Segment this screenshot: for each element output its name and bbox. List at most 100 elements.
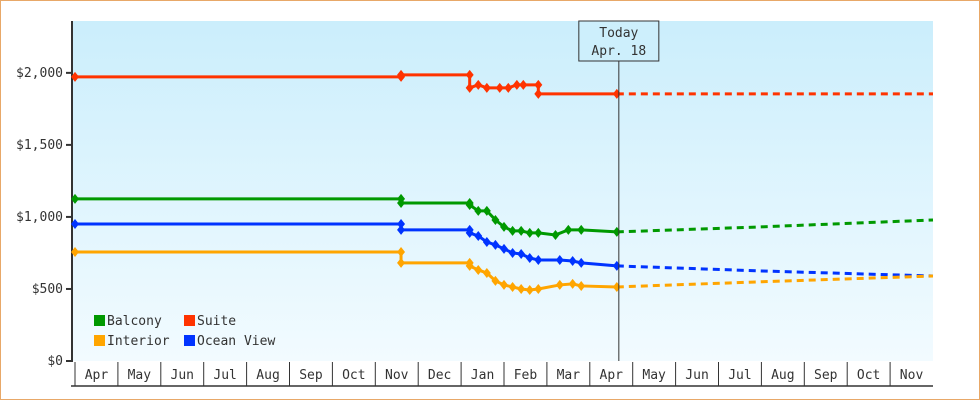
x-tick-label: Nov <box>900 368 924 383</box>
data-point <box>508 225 517 236</box>
data-point <box>525 252 534 263</box>
data-point <box>500 243 508 254</box>
data-point <box>568 278 577 289</box>
x-tick-label: Apr <box>85 368 109 383</box>
x-tick-label: May <box>128 368 152 383</box>
today-date: Apr. 18 <box>591 44 646 59</box>
data-point <box>397 246 406 257</box>
x-tick-label: Oct <box>857 368 880 383</box>
data-point <box>491 214 500 225</box>
legend-label: Ocean View <box>197 334 275 349</box>
x-tick-label: Oct <box>342 368 365 383</box>
legend-label: Suite <box>197 314 236 329</box>
data-point <box>508 281 517 292</box>
today-label: Today <box>599 26 638 41</box>
data-point <box>397 224 406 235</box>
data-point <box>465 199 474 210</box>
legend-swatch <box>94 335 105 346</box>
x-tick-label: Jan <box>471 368 494 383</box>
legend-label: Interior <box>107 334 170 349</box>
data-point <box>555 255 564 266</box>
data-point <box>465 69 474 80</box>
data-point <box>525 284 534 295</box>
data-point <box>465 227 474 238</box>
plot-area <box>73 21 933 361</box>
x-tick-label: Jul <box>213 368 236 383</box>
legend-item-ocean-view: Ocean View <box>184 334 275 349</box>
data-point <box>397 197 406 208</box>
x-tick-label: Nov <box>385 368 409 383</box>
data-point <box>482 267 491 278</box>
data-point <box>465 260 474 271</box>
y-tick-label: $2,000 <box>16 66 63 81</box>
data-point <box>491 275 500 286</box>
data-point <box>534 79 543 90</box>
legend-swatch <box>94 315 105 326</box>
legend-swatch <box>184 315 195 326</box>
data-point <box>71 193 79 204</box>
data-point <box>500 279 508 290</box>
x-tick-label: Jun <box>685 368 708 383</box>
data-point <box>555 279 564 290</box>
y-tick-label: $1,500 <box>16 138 63 153</box>
data-point <box>495 82 504 93</box>
data-point <box>534 255 543 266</box>
today-box <box>578 20 660 62</box>
data-point <box>534 283 543 294</box>
data-point <box>525 227 534 238</box>
legend-swatch <box>184 335 195 346</box>
x-tick-label: Jun <box>171 368 194 383</box>
x-tick-label: Aug <box>256 368 279 383</box>
x-tick-label: Mar <box>557 368 581 383</box>
legend-item-interior: Interior <box>94 334 170 349</box>
data-point <box>474 79 483 90</box>
data-point <box>517 225 526 236</box>
x-tick-label: Dec <box>428 368 451 383</box>
x-tick-label: Sep <box>299 368 323 383</box>
data-point <box>71 246 79 257</box>
data-point <box>577 224 586 235</box>
legend-item-suite: Suite <box>184 314 236 329</box>
data-point <box>482 205 491 216</box>
data-point <box>397 218 406 229</box>
data-point <box>474 264 483 275</box>
data-point <box>517 283 526 294</box>
x-tick-label: Apr <box>600 368 624 383</box>
data-point <box>504 82 513 93</box>
data-point <box>508 247 517 258</box>
data-point <box>397 69 406 80</box>
y-tick-label: $500 <box>32 282 63 297</box>
data-point <box>568 256 577 267</box>
forecast-line <box>616 218 934 234</box>
data-point <box>71 71 79 82</box>
x-tick-label: Jul <box>728 368 751 383</box>
series-ocean-view <box>71 218 934 278</box>
data-point <box>474 205 483 216</box>
data-point <box>482 82 491 93</box>
data-point <box>465 82 474 93</box>
x-tick-label: Sep <box>814 368 838 383</box>
data-point <box>577 280 586 291</box>
data-point <box>500 221 508 232</box>
data-point <box>534 227 543 238</box>
data-point <box>474 230 483 241</box>
legend-item-balcony: Balcony <box>94 314 162 329</box>
forecast-line <box>616 264 934 278</box>
data-point <box>517 248 526 259</box>
series-balcony <box>71 193 934 240</box>
x-tick-label: Feb <box>514 368 538 383</box>
data-point <box>564 224 573 235</box>
data-point <box>577 257 586 268</box>
data-point <box>519 79 528 90</box>
data-point <box>512 79 521 90</box>
y-tick-label: $0 <box>47 354 63 369</box>
data-point <box>397 257 406 268</box>
y-tick-label: $1,000 <box>16 210 63 225</box>
x-tick-label: May <box>642 368 666 383</box>
data-point <box>534 88 543 99</box>
x-tick-label: Aug <box>771 368 794 383</box>
legend-label: Balcony <box>107 314 162 329</box>
data-point <box>491 239 500 250</box>
